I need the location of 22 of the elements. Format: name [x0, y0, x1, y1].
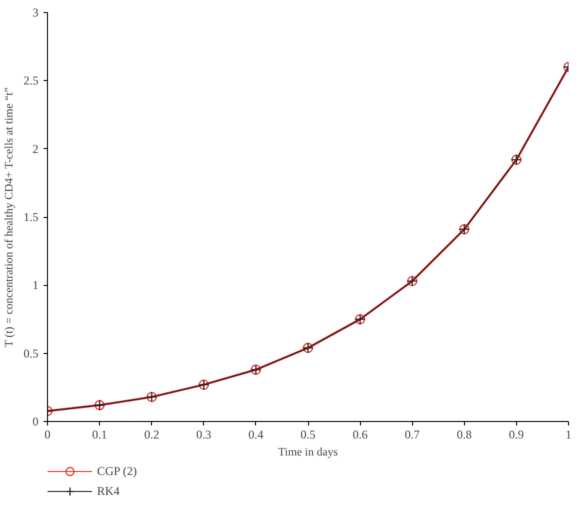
x-tick-label: 0.4 [248, 428, 264, 442]
y-tick-label: 2 [32, 142, 38, 156]
y-tick-label: 3 [32, 6, 38, 20]
x-tick-label: 0.9 [508, 428, 524, 442]
x-tick-label: 0.1 [92, 428, 108, 442]
y-tick-label: 0 [32, 414, 38, 428]
x-tick-label: 0.8 [456, 428, 472, 442]
x-tick-label: 0 [44, 428, 50, 442]
x-tick-label: 0.3 [196, 428, 212, 442]
x-tick-label: 0.2 [144, 428, 160, 442]
legend-label: RK4 [97, 484, 120, 498]
x-tick-label: 0.7 [404, 428, 420, 442]
x-tick-label: 0.5 [300, 428, 316, 442]
y-tick-label: 2.5 [24, 74, 38, 88]
y-axis-title: T (t) = concentration of healthy CD4+ T-cells at time “t” [4, 87, 16, 348]
y-tick-label: 1.5 [24, 210, 38, 224]
y-tick-label: 1 [32, 278, 38, 292]
x-axis-title: Time in days [278, 446, 338, 458]
x-tick-label: 0.6 [352, 428, 368, 442]
legend-label: CGP (2) [97, 464, 137, 478]
x-tick-label: 1 [566, 428, 572, 442]
y-tick-label: 0.5 [24, 346, 38, 360]
